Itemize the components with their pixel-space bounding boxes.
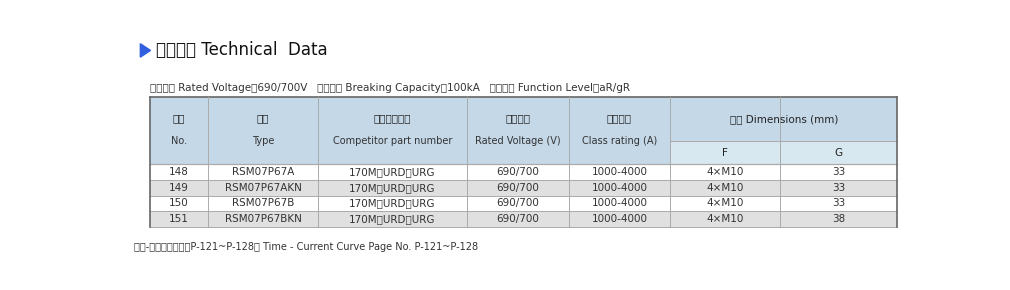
Text: 型号: 型号 — [257, 114, 270, 124]
Text: 4×M10: 4×M10 — [706, 198, 743, 209]
Text: No.: No. — [171, 136, 187, 146]
Text: 4×M10: 4×M10 — [706, 183, 743, 193]
Text: 170M、URD、URG: 170M、URD、URG — [349, 198, 435, 209]
Text: RSM07P67BKN: RSM07P67BKN — [225, 214, 302, 224]
Text: 4×M10: 4×M10 — [706, 167, 743, 177]
Bar — [149, 180, 897, 195]
Text: 33: 33 — [832, 167, 845, 177]
Text: Rated Voltage (V): Rated Voltage (V) — [475, 136, 561, 146]
Text: G: G — [834, 148, 842, 157]
Text: Class rating (A): Class rating (A) — [582, 136, 658, 146]
Text: 690/700: 690/700 — [496, 198, 539, 209]
Text: 额定电压: 额定电压 — [505, 114, 530, 124]
Text: Competitor part number: Competitor part number — [332, 136, 452, 146]
Bar — [467, 97, 569, 164]
Bar — [569, 97, 671, 164]
Bar — [671, 97, 897, 141]
Text: 时间-电流特性曲线见P-121~P-128页 Time - Current Curve Page No. P-121~P-128: 时间-电流特性曲线见P-121~P-128页 Time - Current Cu… — [134, 242, 478, 252]
Text: 4×M10: 4×M10 — [706, 214, 743, 224]
Text: 额定电压 Rated Voltage：690/700V   分断能力 Breaking Capacity：100kA   功能等级 Function Level: 额定电压 Rated Voltage：690/700V 分断能力 Breakin… — [149, 84, 629, 93]
Text: F: F — [722, 148, 728, 157]
Text: 1000-4000: 1000-4000 — [592, 167, 647, 177]
Text: 690/700: 690/700 — [496, 167, 539, 177]
Text: 1000-4000: 1000-4000 — [592, 214, 647, 224]
Bar — [318, 97, 467, 164]
Text: 技术参数 Technical  Data: 技术参数 Technical Data — [156, 41, 327, 59]
Text: 电流等级: 电流等级 — [607, 114, 632, 124]
Bar — [208, 97, 318, 164]
Text: RSM07P67A: RSM07P67A — [232, 167, 295, 177]
Text: Type: Type — [252, 136, 275, 146]
Text: 170M、URD、URG: 170M、URD、URG — [349, 183, 435, 193]
Text: 149: 149 — [169, 183, 189, 193]
Text: 170M、URD、URG: 170M、URD、URG — [349, 214, 435, 224]
Text: 1000-4000: 1000-4000 — [592, 183, 647, 193]
Bar — [149, 211, 897, 227]
Text: 170M、URD、URG: 170M、URD、URG — [349, 167, 435, 177]
Text: 690/700: 690/700 — [496, 183, 539, 193]
Text: 同类产品型号: 同类产品型号 — [374, 114, 411, 124]
Text: 33: 33 — [832, 198, 845, 209]
Bar — [671, 141, 780, 164]
Polygon shape — [140, 44, 150, 57]
Text: 38: 38 — [832, 214, 845, 224]
Text: RSM07P67AKN: RSM07P67AKN — [225, 183, 302, 193]
Text: 148: 148 — [169, 167, 189, 177]
Text: RSM07P67B: RSM07P67B — [232, 198, 295, 209]
Text: 150: 150 — [170, 198, 189, 209]
Text: 尺寸 Dimensions (mm): 尺寸 Dimensions (mm) — [729, 114, 838, 124]
Text: 33: 33 — [832, 183, 845, 193]
Bar — [149, 195, 897, 211]
Bar — [149, 97, 208, 164]
Bar — [149, 164, 897, 180]
Text: 序号: 序号 — [173, 114, 186, 124]
Text: 1000-4000: 1000-4000 — [592, 198, 647, 209]
Text: 690/700: 690/700 — [496, 214, 539, 224]
Text: 151: 151 — [169, 214, 189, 224]
Bar — [780, 141, 897, 164]
